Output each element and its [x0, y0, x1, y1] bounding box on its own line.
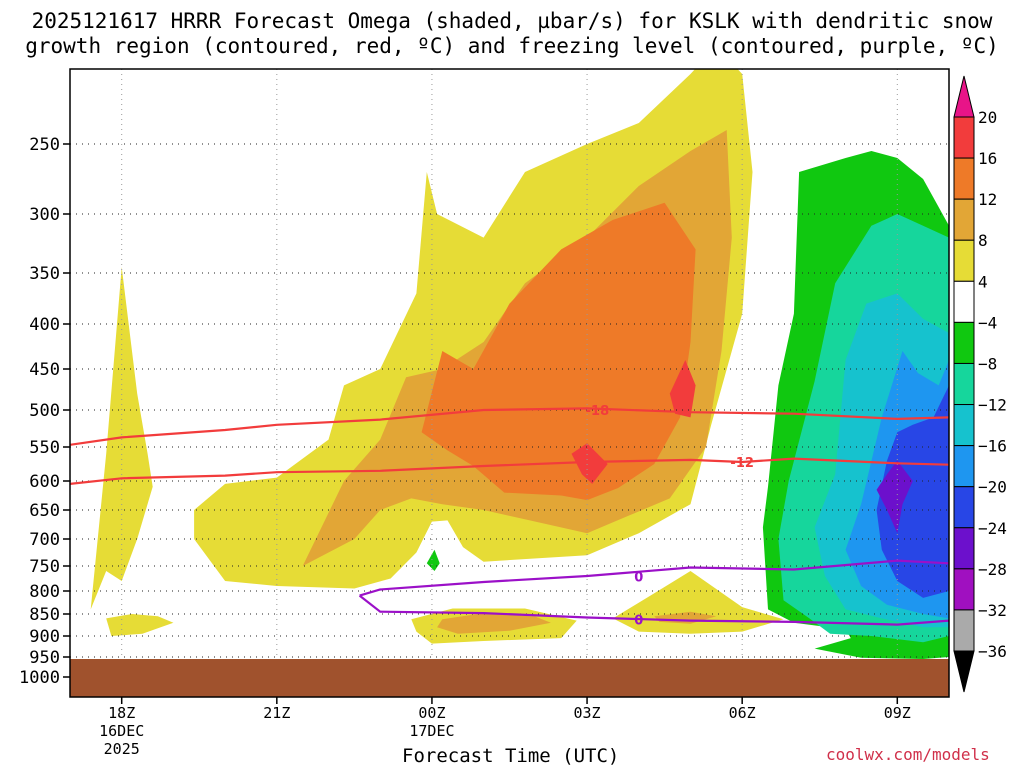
xtick-year-18Z: 2025 [104, 740, 140, 758]
ytick-label-800: 800 [29, 582, 60, 602]
xtick-label-09Z: 09Z [884, 704, 911, 722]
colorbar-bin-6 [953, 362, 975, 406]
ytick-label-250: 250 [29, 135, 60, 155]
colorbar-label-13: −36 [978, 642, 1007, 661]
ytick-label-750: 750 [29, 557, 60, 577]
ytick-label-850: 850 [29, 605, 60, 625]
omega-minus20-24 [876, 385, 949, 598]
colorbar-bin-11 [953, 568, 975, 611]
contour-label-3: 0 [634, 613, 643, 628]
colorbar-label-3: 8 [978, 231, 988, 250]
ytick-label-550: 550 [29, 438, 60, 458]
ytick-label-300: 300 [29, 205, 60, 225]
ytick-label-950: 950 [29, 648, 60, 668]
colorbar-bin-7 [953, 404, 975, 447]
xtick-label-03Z: 03Z [574, 704, 601, 722]
chart-title-line2: growth region (contoured, red, ºC) and f… [25, 34, 999, 58]
xtick-label-06Z: 06Z [729, 704, 756, 722]
colorbar-bin-9 [953, 486, 975, 529]
xtick-label-21Z: 21Z [263, 704, 290, 722]
colorbar-bin-10 [953, 527, 975, 570]
ytick-label-350: 350 [29, 264, 60, 284]
colorbar-label-6: −8 [978, 354, 997, 373]
colorbar-label-1: 16 [978, 149, 997, 168]
xtick-date-18Z: 16DEC [99, 722, 144, 740]
colorbar-label-10: −24 [978, 519, 1007, 538]
omega-colorbar: 20 16 12 8 4 −4 −8 −12 −16 −20 −24 −28 −32 −36 [953, 75, 1007, 693]
colorbar-bin-2 [953, 198, 975, 241]
contour-lines: -18 -12 0 0 [70, 404, 949, 628]
colorbar-label-0: 20 [978, 108, 997, 127]
ground-below-surface [70, 659, 949, 697]
ytick-label-1000: 1000 [19, 668, 60, 688]
omega-4-8-low-left [106, 614, 174, 636]
colorbar-top-arrow [953, 75, 975, 118]
colorbar-bin-3 [953, 239, 975, 282]
colorbar-label-4: 4 [978, 272, 988, 291]
omega-16-20-peak-02z [571, 443, 608, 484]
colorbar-label-7: −12 [978, 396, 1007, 415]
colorbar-label-5: −4 [978, 313, 997, 332]
contour-line-3 [358, 594, 949, 626]
ytick-label-650: 650 [29, 501, 60, 521]
colorbar-label-2: 12 [978, 190, 997, 209]
colorbar-label-11: −28 [978, 560, 1007, 579]
source-credit: coolwx.com/models [826, 745, 990, 764]
omega-8-12-low-mid [437, 613, 551, 634]
omega-12-16-core [421, 202, 696, 501]
colorbar-bin-8 [953, 445, 975, 488]
colorbar-bottom-arrow [953, 650, 975, 693]
colorbar-bin-1 [953, 157, 975, 200]
colorbar-label-12: −32 [978, 601, 1007, 620]
omega-minus24-28 [876, 460, 913, 534]
plot-frame [69, 68, 950, 698]
contour-label-0: -18 [586, 404, 610, 419]
x-axis-title: Forecast Time (UTC) [402, 745, 620, 767]
omega-16-20-peak-05z [669, 360, 696, 418]
chart-title-line1: 2025121617 HRRR Forecast Omega (shaded, … [31, 9, 993, 33]
contour-label-1: -12 [730, 456, 754, 471]
ytick-label-500: 500 [29, 401, 60, 421]
xtick-date-00Z: 17DEC [409, 722, 454, 740]
y-axis-pressure-ticks: 2503003504004505005506006507007508008509… [19, 135, 70, 688]
contour-line-1 [70, 457, 949, 485]
ytick-label-600: 600 [29, 472, 60, 492]
ytick-label-700: 700 [29, 530, 60, 550]
colorbar-label-8: −16 [978, 437, 1007, 456]
omega-minus4-8-spot [426, 549, 440, 571]
omega-shading [90, 69, 949, 659]
dotted-grid [70, 69, 949, 697]
ytick-label-900: 900 [29, 627, 60, 647]
contour-line-2 [359, 559, 949, 597]
contour-line-0 [70, 407, 949, 446]
colorbar-bin-5 [953, 321, 975, 364]
xtick-label-00Z: 00Z [418, 704, 445, 722]
omega-4-8-low-right [612, 571, 784, 634]
colorbar-label-9: −20 [978, 478, 1007, 497]
colorbar-bin-4 [953, 280, 975, 323]
ytick-label-400: 400 [29, 315, 60, 335]
ytick-label-450: 450 [29, 360, 60, 380]
colorbar-bin-0 [953, 116, 975, 159]
xtick-label-18Z: 18Z [108, 704, 135, 722]
colorbar-bin-12 [953, 609, 975, 652]
contour-label-2: 0 [634, 571, 643, 586]
